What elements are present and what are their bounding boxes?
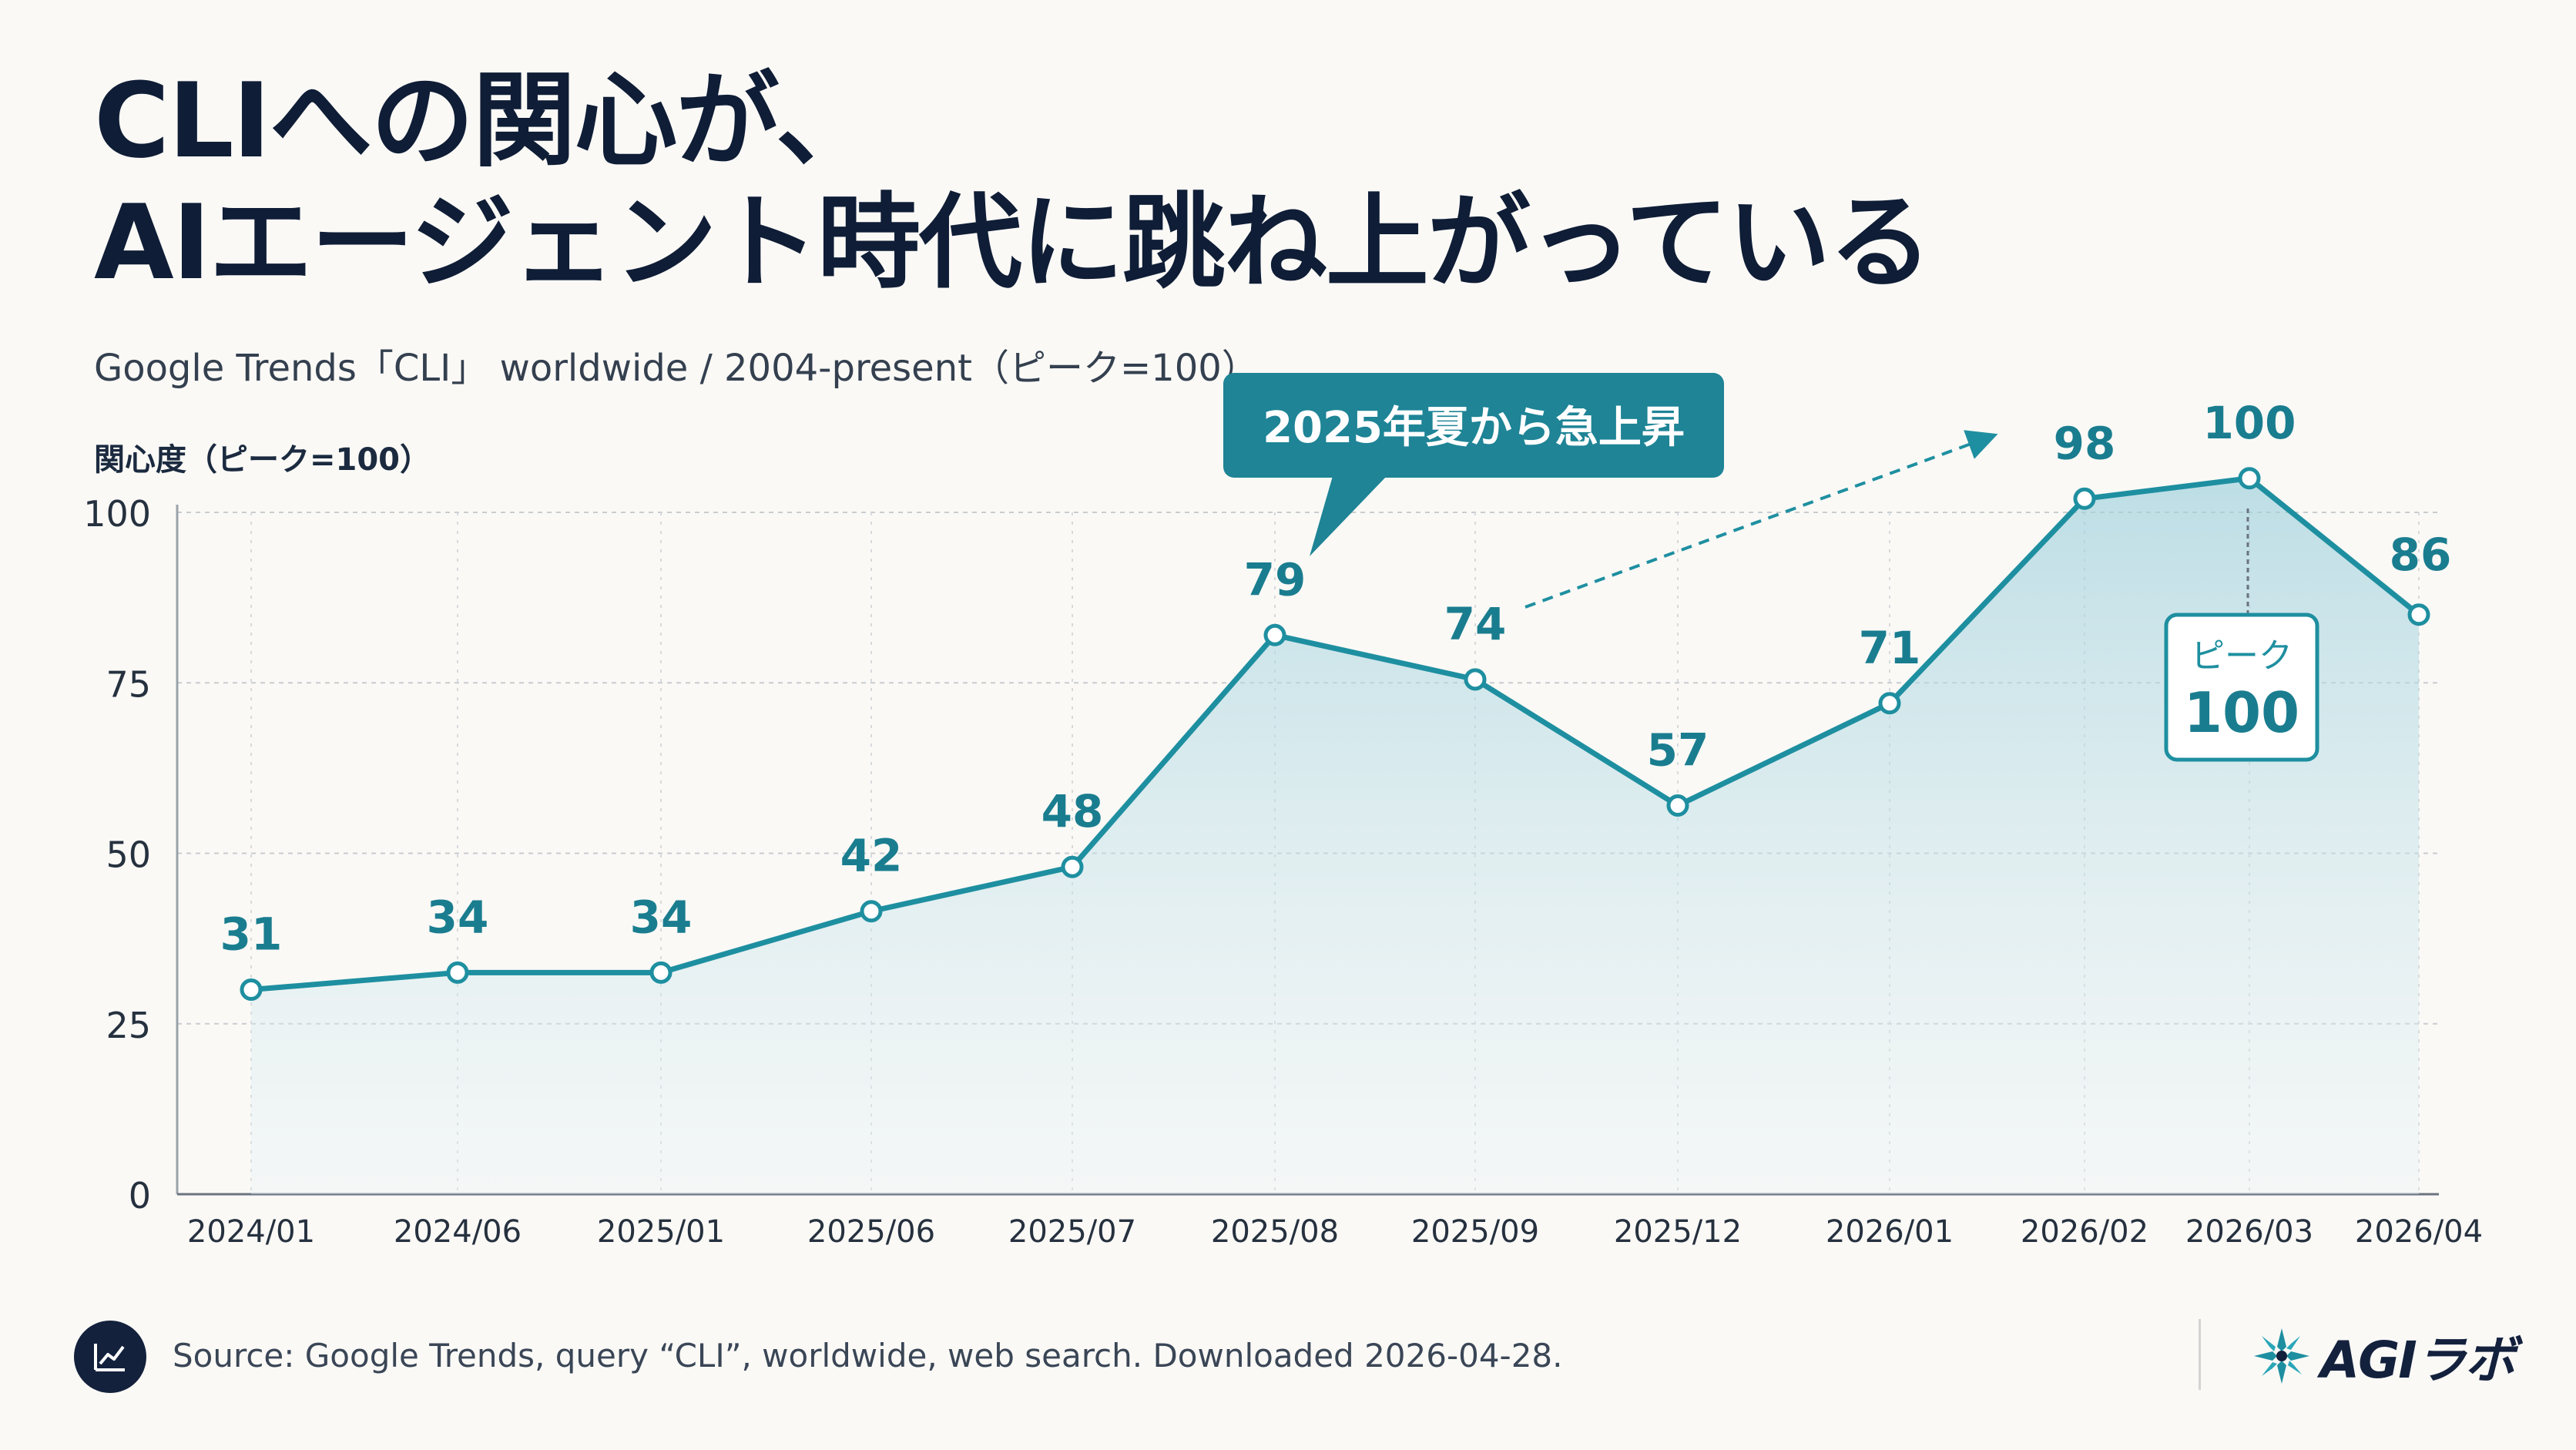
data-point bbox=[2073, 487, 2096, 510]
chart-trend-icon bbox=[74, 1321, 146, 1393]
y-tick-label: 0 bbox=[129, 1175, 151, 1217]
x-tick-label: 2025/06 bbox=[807, 1214, 935, 1250]
source-text: Source: Google Trends, query “CLI”, worl… bbox=[173, 1337, 1563, 1374]
starburst-icon bbox=[2254, 1328, 2309, 1384]
title-line-1: CLIへの関心が、 bbox=[94, 61, 879, 181]
y-tick-label: 50 bbox=[106, 834, 151, 876]
data-label: 31 bbox=[220, 908, 283, 961]
brand-logo: AGIラボ bbox=[2251, 1319, 2516, 1393]
callout: 2025年夏から急上昇 bbox=[1223, 373, 1724, 556]
x-tick-label: 2024/06 bbox=[394, 1214, 522, 1250]
data-points bbox=[240, 467, 2430, 1001]
data-label: 71 bbox=[1859, 622, 1921, 674]
data-label: 98 bbox=[2054, 417, 2116, 469]
data-point bbox=[2407, 603, 2430, 626]
trend-arrow bbox=[1524, 430, 1998, 609]
x-tick-label: 2025/07 bbox=[1008, 1214, 1136, 1250]
page-title: CLIへの関心が、 AIエージェント時代に跳ね上がっている bbox=[94, 60, 1932, 304]
data-label: 57 bbox=[1647, 724, 1709, 777]
footer-divider bbox=[2199, 1319, 2201, 1390]
chart-subtitle: Google Trends「CLI」 worldwide / 2004-pres… bbox=[94, 347, 1259, 390]
data-point bbox=[1263, 623, 1286, 646]
data-label: 86 bbox=[2390, 529, 2452, 581]
x-tick-label: 2026/01 bbox=[1826, 1214, 1954, 1250]
x-tick-label: 2026/02 bbox=[2021, 1214, 2148, 1250]
title-line-2: AIエージェント時代に跳ね上がっている bbox=[94, 183, 1932, 303]
data-point bbox=[240, 978, 263, 1001]
data-point bbox=[1464, 668, 1487, 691]
tick-labels: 0 25 50 75 100 2024/01 2024/06 2025/01 2025/06 20… bbox=[83, 493, 2483, 1250]
y-tick-label: 100 bbox=[83, 493, 151, 535]
x-tick-label: 2025/08 bbox=[1211, 1214, 1339, 1250]
y-axis-label: 関心度（ピーク=100） bbox=[94, 442, 431, 478]
peak-label: ピーク bbox=[2191, 636, 2293, 676]
data-label: 42 bbox=[840, 830, 903, 882]
x-tick-label: 2026/03 bbox=[2185, 1214, 2313, 1250]
callout-text: 2025年夏から急上昇 bbox=[1263, 403, 1685, 453]
data-label: 79 bbox=[1244, 553, 1306, 606]
data-point bbox=[649, 961, 673, 984]
x-tick-label: 2025/12 bbox=[1614, 1214, 1742, 1250]
logo-text: AGIラボ bbox=[2320, 1331, 2516, 1390]
callout-pointer bbox=[1310, 476, 1387, 556]
x-tick-label: 2025/01 bbox=[597, 1214, 725, 1250]
data-point bbox=[1878, 692, 1901, 715]
y-tick-label: 25 bbox=[106, 1005, 151, 1046]
x-tick-label: 2024/01 bbox=[187, 1214, 315, 1250]
peak-box-frame bbox=[2164, 613, 2319, 762]
data-point bbox=[446, 961, 469, 984]
data-point bbox=[860, 900, 883, 923]
data-point bbox=[1666, 794, 1689, 817]
x-tick-label: 2025/09 bbox=[1411, 1214, 1539, 1250]
x-tick-label: 2026/04 bbox=[2355, 1214, 2483, 1250]
data-label: 34 bbox=[427, 891, 489, 943]
series-line bbox=[250, 475, 2421, 992]
peak-box: ピーク 100 bbox=[2164, 509, 2319, 762]
data-label: 100 bbox=[2202, 397, 2296, 449]
data-point bbox=[1061, 855, 1084, 878]
data-labels: 31 34 34 42 48 79 74 57 71 98 100 86 bbox=[220, 397, 2452, 961]
peak-value: 100 bbox=[2184, 680, 2299, 745]
data-label: 74 bbox=[1444, 598, 1507, 650]
data-label: 48 bbox=[1041, 785, 1104, 837]
callout-box bbox=[1223, 373, 1724, 478]
y-tick-label: 75 bbox=[106, 663, 151, 705]
data-label: 34 bbox=[630, 891, 693, 943]
data-point bbox=[2238, 467, 2261, 490]
area-fill bbox=[251, 478, 2419, 1194]
